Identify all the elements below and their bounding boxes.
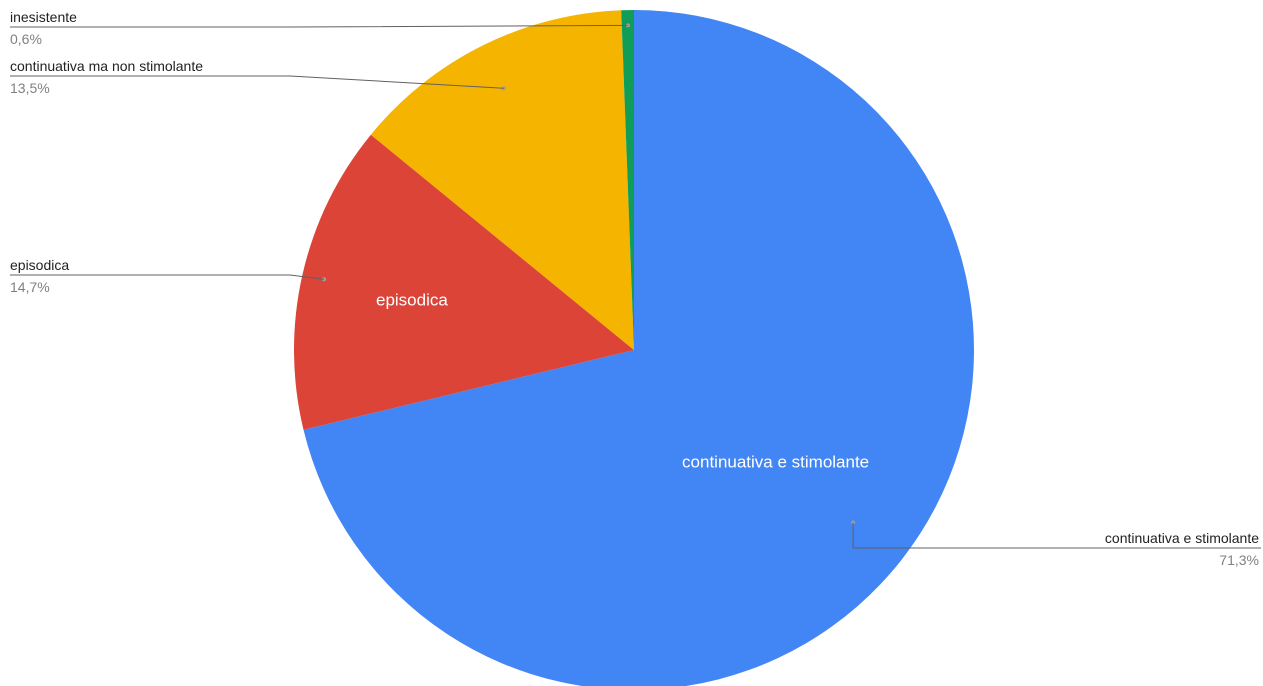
leader-line-inesistente xyxy=(10,24,628,28)
leader-line-continuativa-ma-non-stimolante xyxy=(10,75,504,89)
outer-label-continuativa-e-stimolante: continuativa e stimolante xyxy=(1105,530,1259,546)
pie-slice-inesistente xyxy=(621,9,634,350)
pie-slice-continuativa-e-stimolante xyxy=(303,10,974,686)
outer-percent-continuativa-e-stimolante: 71,3% xyxy=(1219,552,1259,568)
leader-line-episodica xyxy=(10,274,325,280)
outer-label-episodica: episodica xyxy=(10,257,69,273)
outer-percent-continuativa-ma-non-stimolante: 13,5% xyxy=(10,80,50,96)
outer-label-continuativa-ma-non-stimolante: continuativa ma non stimolante xyxy=(10,58,203,74)
pie-slice-continuativa-ma-non-stimolante xyxy=(370,10,634,351)
pie-slice-episodica xyxy=(293,134,634,430)
outer-label-inesistente: inesistente xyxy=(10,9,77,25)
outer-percent-episodica: 14,7% xyxy=(10,279,50,295)
pie-inner-label-episodica: episodica xyxy=(376,290,448,309)
pie-inner-label-continuativa-e-stimolante: continuativa e stimolante xyxy=(682,453,869,472)
outer-percent-inesistente: 0,6% xyxy=(10,31,42,47)
leader-line-continuativa-e-stimolante xyxy=(852,522,1261,549)
